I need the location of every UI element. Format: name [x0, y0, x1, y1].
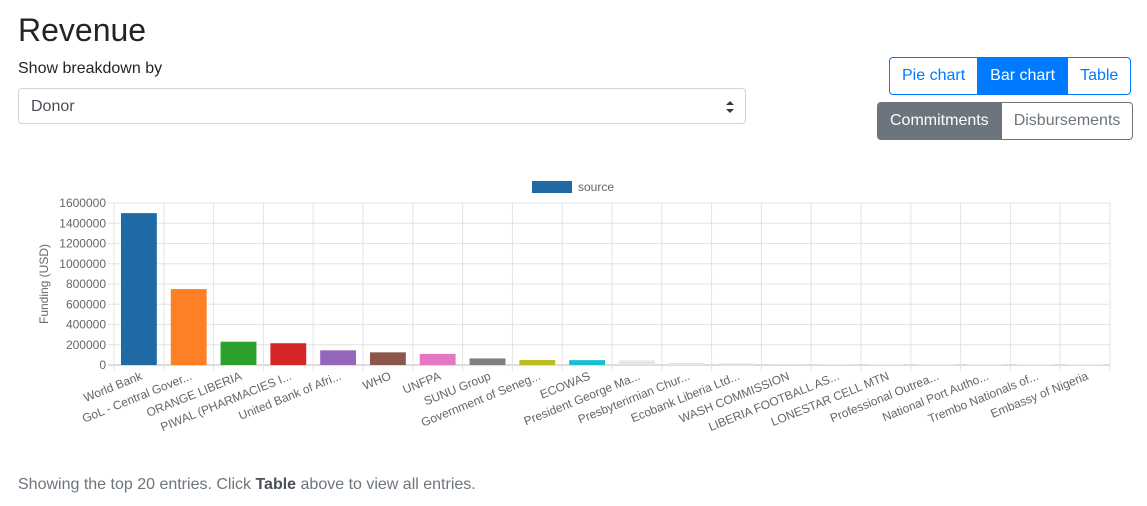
bar-chart-button[interactable]: Bar chart [977, 57, 1069, 95]
legend-label: source [578, 180, 614, 194]
bar-1 [120, 213, 157, 365]
y-tick-label: 0 [99, 358, 106, 372]
y-tick-label: 1600000 [59, 196, 106, 210]
view-toggle-group: Pie chart Bar chart Table [889, 57, 1132, 95]
commitments-button[interactable]: Commitments [877, 102, 1002, 140]
bar-4 [270, 343, 307, 365]
bar-14 [768, 363, 805, 365]
pie-chart-button[interactable]: Pie chart [889, 57, 979, 95]
table-button[interactable]: Table [1067, 57, 1132, 95]
funding-bar-chart: 0 200000 400000 600000 800000 1000000 1200000 1… [37, 180, 1111, 434]
bar-15 [818, 364, 855, 365]
bar-18 [967, 364, 1004, 365]
footnote-text-end: above to view all entries. [296, 476, 476, 493]
bar-9 [519, 359, 556, 365]
breakdown-select[interactable]: Donor [18, 88, 746, 124]
bar-13 [718, 363, 755, 365]
bar-12 [668, 362, 705, 365]
y-tick-label: 200000 [66, 338, 106, 352]
bar-17 [917, 364, 954, 365]
bar-7 [419, 353, 456, 365]
y-tick-label: 800000 [66, 277, 106, 291]
page-title: Revenue [18, 12, 147, 48]
breakdown-select-value: Donor [31, 98, 75, 115]
y-tick-label: 1400000 [59, 216, 106, 230]
bar-10 [569, 360, 606, 365]
bar-5 [320, 350, 357, 365]
measure-toggle-group: Commitments Disbursements [877, 102, 1134, 140]
bar-6 [369, 352, 406, 365]
bar-11 [618, 360, 655, 365]
breakdown-label: Show breakdown by [18, 60, 163, 77]
y-tick-label: 1200000 [59, 237, 106, 251]
bar-20 [1067, 364, 1104, 365]
legend-swatch [532, 181, 572, 193]
bar-2 [170, 289, 207, 365]
x-tick-label: WHO [361, 369, 393, 393]
bar-19 [1017, 364, 1054, 365]
bar-16 [867, 364, 904, 365]
y-tick-label: 400000 [66, 318, 106, 332]
footnote-text: Showing the top 20 entries. Click [18, 476, 256, 493]
disbursements-button[interactable]: Disbursements [1000, 102, 1134, 140]
y-tick-label: 1000000 [59, 257, 106, 271]
footnote-table-link: Table [255, 476, 297, 493]
bar-3 [220, 341, 257, 365]
select-caret-icon [726, 101, 734, 113]
bar-8 [469, 358, 506, 365]
y-axis-label: Funding (USD) [37, 244, 51, 324]
y-tick-label: 600000 [66, 297, 106, 311]
footnote: Showing the top 20 entries. Click Table … [18, 475, 476, 495]
